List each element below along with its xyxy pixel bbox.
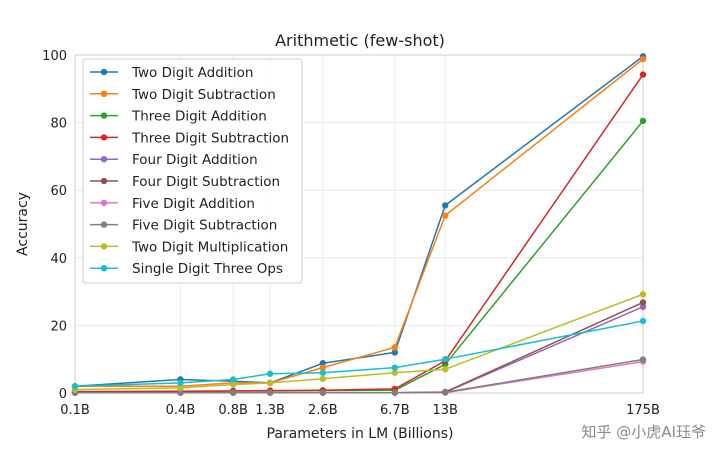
data-point — [640, 291, 646, 297]
x-tick-label: 2.6B — [308, 403, 338, 418]
y-tick-label: 20 — [50, 319, 67, 334]
legend-swatch-marker — [101, 156, 107, 162]
chart-title: Arithmetic (few-shot) — [275, 31, 445, 50]
data-point — [640, 318, 646, 324]
data-point — [442, 389, 448, 395]
data-point — [640, 356, 646, 362]
data-point — [72, 383, 78, 389]
legend-label: Five Digit Subtraction — [132, 218, 277, 234]
data-point — [267, 380, 273, 386]
legend-label: Four Digit Addition — [132, 152, 258, 168]
y-tick-label: 80 — [50, 117, 67, 132]
legend-swatch-marker — [101, 265, 107, 271]
y-axis-title: Accuracy — [15, 192, 31, 256]
legend-swatch-marker — [101, 200, 107, 206]
legend-swatch-marker — [101, 69, 107, 75]
data-point — [230, 389, 236, 395]
watermark-text: 知乎 @小虎AI珏爷 — [582, 423, 706, 441]
y-tick-label: 40 — [50, 252, 67, 267]
data-point — [320, 370, 326, 376]
legend-label: Three Digit Addition — [131, 109, 267, 125]
legend-swatch-marker — [101, 178, 107, 184]
data-point — [267, 389, 273, 395]
arithmetic-chart: 0 20 40 60 80 100 0.1B 0.4B 0.8B 1.3B 2.6B 6.7B 13B 1… — [0, 0, 720, 458]
data-point — [442, 366, 448, 372]
x-tick-label: 13B — [433, 403, 458, 418]
legend-label: Two Digit Addition — [131, 65, 253, 81]
x-axis-title: Parameters in LM (Billions) — [267, 426, 454, 442]
data-point — [640, 118, 646, 124]
data-point — [267, 371, 273, 377]
x-tick-label: 0.1B — [60, 403, 90, 418]
data-point — [442, 202, 448, 208]
legend-label: Two Digit Subtraction — [131, 87, 276, 103]
data-point — [640, 56, 646, 62]
legend-swatch-marker — [101, 243, 107, 249]
y-tick-label: 60 — [50, 184, 67, 199]
data-point — [177, 380, 183, 386]
data-point — [640, 71, 646, 77]
legend-swatch-marker — [101, 134, 107, 140]
x-tick-label: 0.8B — [218, 403, 248, 418]
data-point — [320, 389, 326, 395]
data-point — [442, 356, 448, 362]
legend: Two Digit Addition Two Digit Subtraction T… — [83, 59, 302, 283]
x-tick-label: 1.3B — [255, 403, 285, 418]
data-point — [392, 364, 398, 370]
legend-label: Two Digit Multiplication — [131, 239, 288, 255]
data-point — [640, 299, 646, 305]
x-tick-label: 6.7B — [380, 403, 410, 418]
data-point — [230, 376, 236, 382]
legend-label: Four Digit Subtraction — [132, 174, 280, 190]
legend-label: Three Digit Subtraction — [131, 130, 289, 146]
y-tick-label: 100 — [42, 49, 67, 64]
y-tick-label: 0 — [59, 387, 67, 402]
legend-swatch-marker — [101, 112, 107, 118]
legend-label: Five Digit Addition — [132, 196, 255, 212]
data-point — [392, 389, 398, 395]
x-tick-label: 175B — [626, 403, 660, 418]
data-point — [442, 212, 448, 218]
x-tick-label: 0.4B — [166, 403, 196, 418]
data-point — [320, 376, 326, 382]
data-point — [392, 344, 398, 350]
legend-swatch-marker — [101, 221, 107, 227]
legend-label: Single Digit Three Ops — [132, 261, 283, 277]
legend-swatch-marker — [101, 91, 107, 97]
